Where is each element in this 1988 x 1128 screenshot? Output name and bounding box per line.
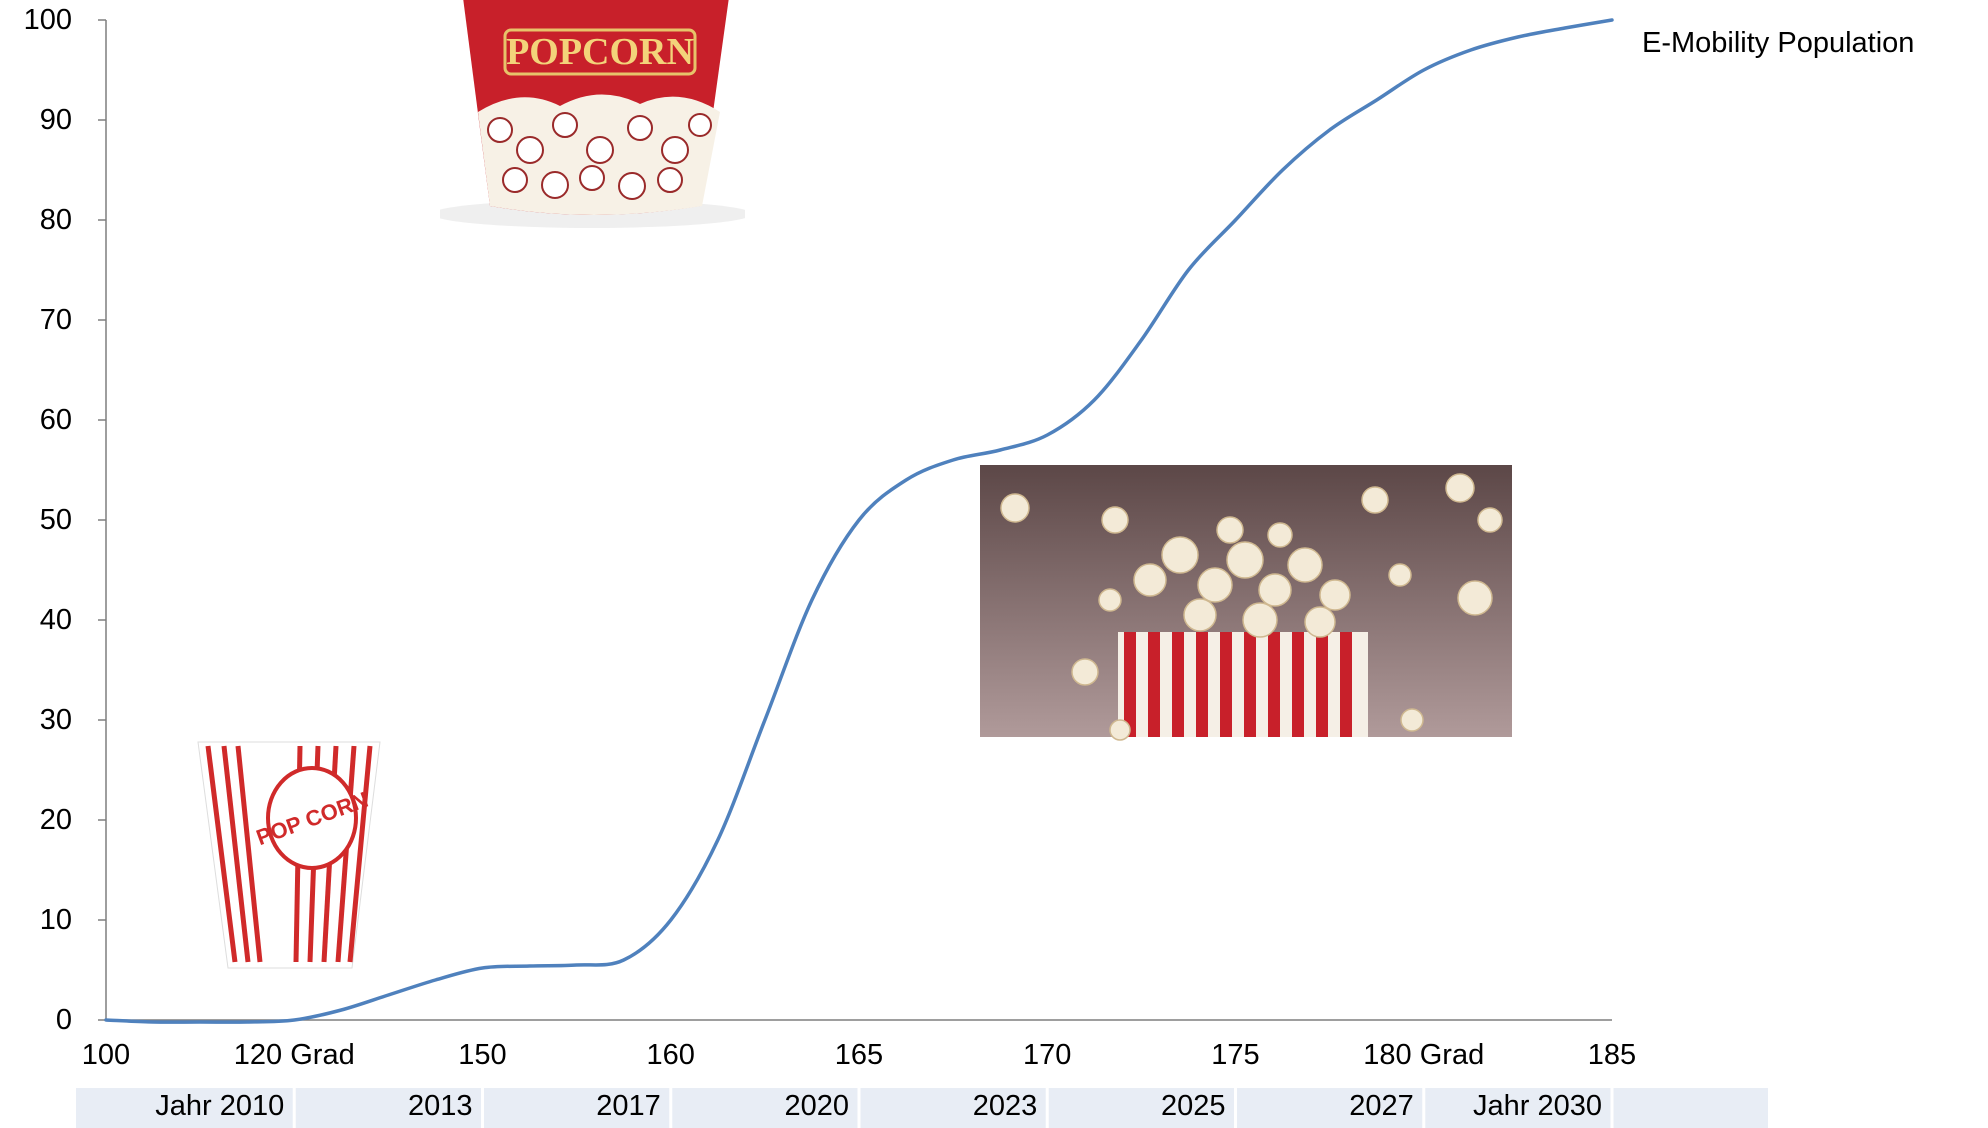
year-label: 2017 — [596, 1090, 661, 1122]
y-tick-label: 80 — [40, 204, 72, 236]
x-tick-label: 180 Grad — [1363, 1039, 1484, 1071]
x-tick-label: 175 — [1211, 1039, 1259, 1071]
year-labels: Jahr 2010 2013 2017 2020 2023 2025 2027 … — [155, 1090, 1602, 1122]
y-tick-label: 50 — [40, 504, 72, 536]
y-tick-label: 70 — [40, 304, 72, 336]
bucket-label: POPCORN — [506, 31, 694, 73]
year-label: Jahr 2010 — [155, 1090, 284, 1122]
y-tick-label: 40 — [40, 604, 72, 636]
x-tick-label: 165 — [835, 1039, 883, 1071]
x-tick-label: 120 Grad — [234, 1039, 355, 1071]
x-tick-label: 100 — [82, 1039, 130, 1071]
year-label: 2025 — [1161, 1090, 1226, 1122]
x-tick-label: 160 — [647, 1039, 695, 1071]
y-tick-marks — [98, 19, 106, 1021]
year-separators — [292, 1088, 1614, 1128]
series-line — [104, 18, 1614, 1024]
year-label: 2027 — [1349, 1090, 1414, 1122]
year-label: 2020 — [784, 1090, 849, 1122]
y-tick-label: 30 — [40, 704, 72, 736]
x-tick-label: 150 — [458, 1039, 506, 1071]
y-tick-labels: 0 10 20 30 40 50 60 70 80 90 100 — [24, 4, 72, 1036]
popcorn-explosion-image — [980, 465, 1512, 741]
year-label: 2023 — [973, 1090, 1038, 1122]
y-tick-label: 90 — [40, 104, 72, 136]
popcorn-box-image: POP CORN — [197, 741, 381, 969]
y-tick-label: 10 — [40, 904, 72, 936]
y-tick-label: 60 — [40, 404, 72, 436]
y-tick-label: 100 — [24, 4, 72, 36]
x-tick-label: 170 — [1023, 1039, 1071, 1071]
series-label: E-Mobility Population — [1642, 27, 1914, 59]
x-tick-labels: 100 120 Grad 150 160 165 170 175 180 Gra… — [82, 1039, 1636, 1071]
year-label: Jahr 2030 — [1473, 1090, 1602, 1122]
popcorn-bucket-image: POPCORN — [440, 0, 745, 228]
y-tick-label: 20 — [40, 804, 72, 836]
x-tick-label: 185 — [1588, 1039, 1636, 1071]
y-tick-label: 0 — [56, 1004, 72, 1036]
year-band — [76, 1088, 1768, 1128]
year-label: 2013 — [408, 1090, 473, 1122]
